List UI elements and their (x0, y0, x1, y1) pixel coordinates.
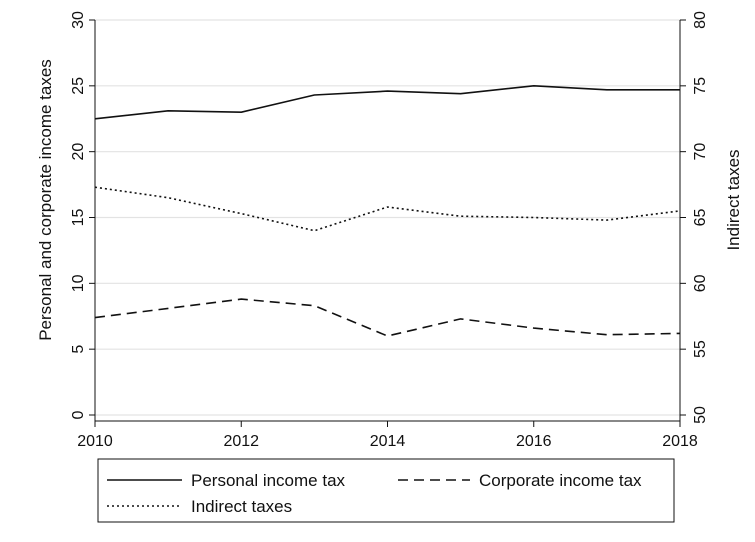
right-y-axis-title: Indirect taxes (724, 149, 743, 250)
legend-frame (97, 458, 675, 523)
left-y-tick-labels: 0 5 10 15 20 25 30 (70, 11, 87, 419)
x-tick-label: 2010 (77, 433, 113, 450)
left-y-tick-label: 10 (70, 274, 87, 292)
right-y-tick-label: 65 (692, 209, 709, 227)
x-tick-label: 2018 (662, 433, 698, 450)
series-line-corporate-income-tax (94, 298, 681, 337)
x-tick-label: 2016 (516, 433, 552, 450)
legend-label-indirect-taxes: Indirect taxes (191, 497, 292, 516)
right-y-tick-label: 50 (692, 406, 709, 424)
left-y-tick-label: 25 (70, 77, 87, 95)
left-y-tick-label: 30 (70, 11, 87, 29)
axes (89, 19, 686, 427)
x-tick-label: 2014 (370, 433, 406, 450)
series-line-indirect-taxes (94, 186, 681, 232)
legend-label-corporate-income-tax: Corporate income tax (479, 471, 642, 490)
left-y-axis-title: Personal and corporate income taxes (36, 59, 55, 341)
right-y-tick-label: 75 (692, 77, 709, 95)
grid-lines (95, 19, 680, 416)
series-line-personal-income-tax (94, 85, 680, 120)
right-y-tick-label: 55 (692, 340, 709, 358)
x-tick-label: 2012 (223, 433, 259, 450)
left-y-tick-label: 5 (70, 345, 87, 354)
series-lines (94, 85, 681, 337)
right-y-tick-label: 60 (692, 274, 709, 292)
right-y-tick-labels: 50 55 60 65 70 75 80 (692, 11, 709, 424)
legend: Personal income tax Corporate income tax… (97, 458, 675, 523)
legend-label-personal-income-tax: Personal income tax (191, 471, 346, 490)
right-y-tick-label: 70 (692, 143, 709, 161)
left-y-tick-label: 15 (70, 209, 87, 227)
right-y-tick-label: 80 (692, 11, 709, 29)
left-y-tick-label: 0 (70, 410, 87, 419)
x-tick-labels: 2010 2012 2014 2016 2018 (77, 433, 698, 450)
left-y-tick-label: 20 (70, 143, 87, 161)
